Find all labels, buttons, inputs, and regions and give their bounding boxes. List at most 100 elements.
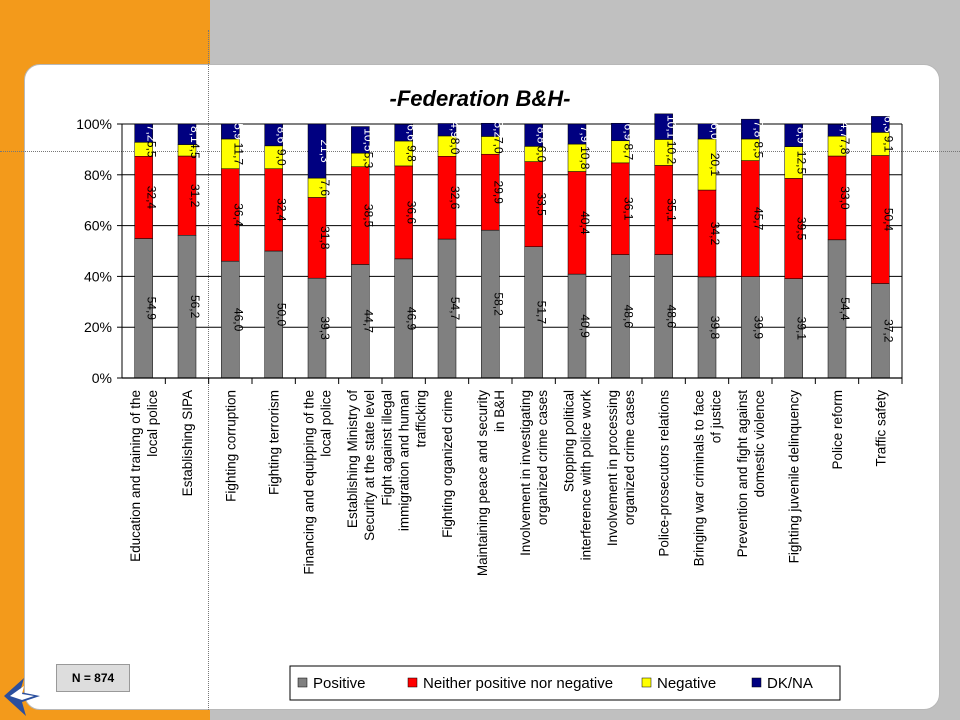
data-label: 50,4 (881, 208, 895, 232)
data-label: 29,9 (491, 181, 505, 205)
data-label: 10,5 (361, 128, 375, 152)
data-label: 8,7 (621, 143, 635, 160)
bar-segment (871, 116, 890, 133)
chart-title: -Federation B&H- (389, 86, 571, 111)
y-tick-label: 100% (76, 116, 112, 132)
data-label: 8,8 (535, 127, 549, 144)
data-label: 54,4 (838, 297, 852, 321)
bar-segment (697, 123, 717, 140)
data-label: 6,0 (708, 123, 722, 140)
bar-segment (134, 123, 153, 143)
category-label: Fighting corruption (223, 390, 238, 502)
data-label: 7,6 (318, 179, 332, 196)
data-label: 54,9 (145, 297, 159, 321)
data-label: 46,0 (231, 308, 245, 332)
data-label: 56,2 (188, 295, 202, 319)
category-label: Police-prosecutors relations (657, 390, 672, 557)
data-label: 4,9 (448, 121, 462, 138)
data-label: 38,5 (361, 204, 375, 228)
bar-segment (221, 123, 240, 140)
data-label: 8,6 (275, 127, 289, 144)
legend-swatch (751, 677, 762, 688)
bar-segment (784, 123, 803, 147)
data-label: 32,4 (145, 186, 159, 210)
data-label: 40,9 (578, 314, 592, 338)
data-label: 8,9 (795, 127, 809, 144)
category-label: Stopping political interference with poli… (562, 390, 594, 561)
vertical-guide-line (208, 30, 209, 710)
data-label: 31,2 (188, 184, 202, 208)
category-label: Involvement in processing organized crime… (605, 390, 637, 546)
data-label: 36,1 (621, 197, 635, 221)
bar-segment (741, 118, 760, 140)
bar-segment (437, 123, 457, 137)
data-label: 32,4 (275, 198, 289, 222)
bar-segment (394, 124, 413, 142)
bar-segment (307, 123, 327, 179)
category-label: Prevention and fight against domestic vio… (735, 390, 767, 558)
legend-box (289, 665, 841, 701)
data-label: 7,8 (751, 121, 765, 138)
data-label: 46,9 (405, 307, 419, 331)
category-label: Involvement in investigating organized cr… (518, 390, 550, 556)
bar-segment (264, 123, 283, 147)
category-label: Establishing SIPA (180, 390, 195, 496)
data-label: 48,6 (665, 305, 679, 329)
data-label: 50,0 (275, 303, 289, 327)
data-label: 5,2 (491, 121, 505, 138)
data-label: 36,6 (405, 201, 419, 225)
data-label: 12,5 (795, 151, 809, 175)
y-tick-label: 20% (84, 319, 112, 335)
data-label: 34,2 (708, 222, 722, 246)
legend-swatch (641, 677, 652, 688)
legend-label: DK/NA (767, 675, 813, 692)
data-label: 48,6 (621, 305, 635, 329)
data-label: 39,5 (795, 217, 809, 241)
data-label: 8,5 (751, 141, 765, 158)
sample-size-note: N = 874 (56, 664, 130, 692)
data-label: 32,6 (448, 186, 462, 210)
data-label: 9,0 (275, 149, 289, 166)
data-label: 9,8 (405, 145, 419, 162)
bar-segment (481, 122, 500, 137)
data-label: 21,3 (318, 139, 332, 163)
data-label: 39,8 (708, 316, 722, 340)
bar-segment (827, 124, 847, 137)
y-tick-label: 0% (92, 370, 112, 386)
bar-segment (611, 122, 630, 142)
category-label: Establishing Ministry of Security at the … (345, 390, 377, 541)
data-label: 5,3 (361, 152, 375, 169)
data-label: 5,5 (145, 141, 159, 158)
legend-label: Positive (313, 675, 366, 692)
category-label: Fighting terrorism (267, 390, 282, 495)
data-label: 35,1 (665, 198, 679, 222)
data-label: 6,0 (535, 146, 549, 163)
data-label: 20,1 (708, 153, 722, 177)
bar-segment (524, 123, 543, 147)
data-label: 7,0 (491, 137, 505, 154)
y-tick-label: 80% (84, 167, 112, 183)
bar-segment (351, 126, 370, 154)
data-label: 10,8 (578, 146, 592, 170)
data-label: 45,7 (751, 207, 765, 231)
bar-segment (177, 123, 197, 145)
legend-swatch (407, 677, 418, 688)
bar-segment (567, 123, 587, 145)
category-label: Maintaining peace and security in B&H (475, 390, 507, 576)
legend-label: Neither positive nor negative (423, 675, 613, 692)
data-label: 10,2 (665, 141, 679, 165)
data-label: 39,9 (751, 316, 765, 340)
data-label: 7,9 (578, 126, 592, 143)
data-label: 7,8 (838, 138, 852, 155)
category-label: Fighting organized crime (440, 390, 455, 538)
data-label: 10,1 (665, 115, 679, 139)
y-tick-label: 60% (84, 218, 112, 234)
category-label: Fight against illegal immigration and hum… (380, 390, 429, 531)
data-label: 33,0 (838, 186, 852, 210)
data-label: 54,7 (448, 297, 462, 321)
horizontal-guide-line (0, 151, 960, 152)
category-label: Education and training of the local polic… (128, 390, 160, 562)
legend-swatch (297, 677, 308, 688)
data-label: 6,9 (621, 124, 635, 141)
